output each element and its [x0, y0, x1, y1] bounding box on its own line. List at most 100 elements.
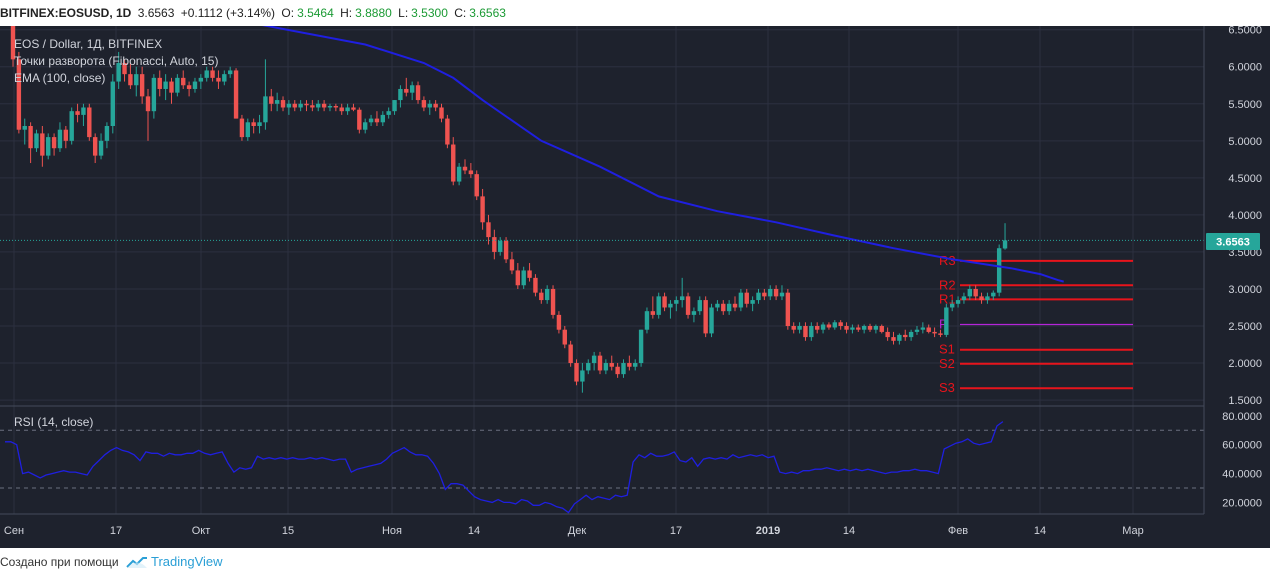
candle-body — [856, 327, 861, 330]
candle-body — [157, 77, 162, 89]
rsi-tick-label: 20.0000 — [1222, 497, 1262, 509]
candle-body — [269, 96, 274, 104]
candle-body — [527, 270, 532, 278]
candle-body — [210, 70, 215, 78]
candle-body — [63, 129, 69, 141]
candle-body — [333, 106, 339, 108]
price-axis[interactable] — [1204, 26, 1270, 514]
high-value: 3.8880 — [355, 6, 392, 20]
price-tick-label: 4.5000 — [1228, 173, 1262, 185]
close-label: C: — [454, 6, 467, 20]
candle-body — [486, 222, 491, 238]
candle-body — [439, 107, 444, 119]
candle-body — [116, 63, 121, 82]
candle-body — [16, 59, 22, 130]
low-value: 3.5300 — [411, 6, 448, 20]
candle-body — [820, 324, 826, 330]
last-price-tag: 3.6563 — [1206, 233, 1260, 250]
candle-body — [351, 107, 356, 110]
candle-body — [198, 77, 204, 82]
time-tick-label: Мар — [1122, 525, 1144, 537]
time-tick-label: Фев — [948, 525, 968, 537]
candle-body — [122, 63, 127, 75]
candle-body — [175, 77, 180, 93]
rsi-tick-label: 60.0000 — [1222, 440, 1262, 452]
candle-body — [803, 326, 808, 338]
time-tick-label: 14 — [1034, 525, 1046, 537]
candle-body — [732, 303, 738, 308]
candle-body — [415, 85, 421, 101]
candle-body — [145, 96, 151, 112]
candle-body — [879, 326, 884, 332]
open-value: 3.5464 — [297, 6, 334, 20]
candle-body — [779, 292, 785, 297]
candle-body — [586, 363, 591, 371]
candle-body — [81, 107, 86, 115]
candle-body — [216, 77, 221, 82]
high-label: H: — [340, 6, 353, 20]
candle-body — [609, 363, 614, 367]
candle-body — [897, 334, 902, 341]
time-tick-label: 15 — [282, 525, 294, 537]
candle-body — [996, 248, 1002, 293]
candle-body — [873, 326, 879, 330]
rsi-axis-ticks: 20.0000 40.0000 60.0000 80.0000 — [1222, 411, 1262, 510]
candle-body — [298, 103, 303, 108]
candle-body — [691, 311, 697, 315]
pivot-label-P: P — [939, 317, 948, 332]
candle-body — [979, 296, 984, 301]
candle-body — [568, 344, 573, 364]
candle-body — [192, 81, 198, 89]
candle-body — [451, 144, 456, 182]
candle-body — [69, 111, 74, 141]
candle-body — [392, 100, 397, 112]
candle-body — [515, 270, 521, 286]
candle-body — [386, 111, 391, 115]
candle-body — [809, 326, 814, 338]
candle-body — [891, 337, 896, 341]
price-axis-ticks: 1.5000 2.0000 2.5000 3.0000 3.5000 4.0000 4.50… — [1228, 26, 1262, 407]
candle-body — [404, 88, 409, 93]
candle-body — [838, 322, 843, 326]
rsi-tick-label: 80.0000 — [1222, 411, 1262, 423]
candle-body — [374, 118, 380, 123]
candle-body — [339, 107, 344, 112]
candle-body — [409, 85, 415, 93]
candle-body — [468, 170, 474, 175]
candle-body — [955, 300, 961, 304]
candle-body — [850, 327, 855, 330]
candles — [10, 26, 1008, 393]
candle-body — [474, 174, 479, 197]
time-axis-ticks: Сен 17 Окт 15 Ноя 14 Дек 17 2019 14 Фев 14 Мар — [4, 525, 1144, 537]
candle-body — [533, 277, 538, 293]
candle-body — [785, 292, 791, 326]
time-tick-label: Ноя — [382, 525, 402, 537]
pivot-label-R3: R3 — [939, 253, 956, 268]
candle-body — [826, 324, 832, 328]
candle-body — [421, 100, 427, 108]
candle-body — [861, 326, 867, 330]
candle-body — [832, 322, 837, 328]
candle-body — [316, 103, 321, 108]
candle-body — [456, 166, 462, 182]
candle-body — [304, 103, 309, 106]
candle-body — [768, 288, 773, 297]
price-tick-label: 5.5000 — [1228, 99, 1262, 111]
candle-body — [814, 326, 820, 330]
legend-ema: EMA (100, close) — [14, 71, 105, 85]
footer-brand[interactable]: TradingView — [150, 554, 223, 569]
chart-background — [0, 26, 1270, 548]
candle-body — [509, 259, 515, 271]
candle-body — [492, 237, 497, 252]
symbol-header: BITFINEX:EOSUSD, 1D 3.6563 +0.1112 (+3.1… — [0, 0, 1270, 26]
candle-body — [427, 103, 432, 108]
time-axis[interactable] — [0, 514, 1270, 548]
candle-body — [75, 111, 80, 115]
candle-body — [721, 303, 726, 312]
candle-body — [151, 77, 157, 112]
candle-body — [932, 331, 937, 334]
candle-body — [280, 100, 286, 108]
candle-body — [903, 334, 908, 338]
candle-body — [544, 288, 550, 301]
